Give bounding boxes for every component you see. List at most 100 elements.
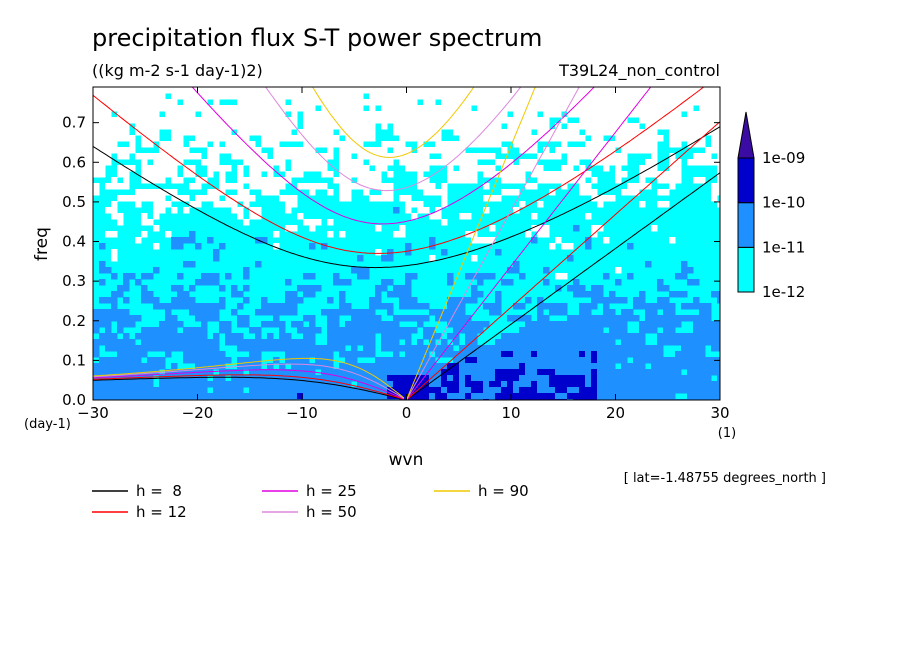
spectrum-cell [399, 363, 406, 370]
spectrum-cell [693, 303, 700, 310]
spectrum-cell [603, 147, 610, 154]
spectrum-cell [459, 135, 466, 142]
spectrum-cell [453, 105, 460, 112]
spectrum-cell [585, 351, 592, 358]
spectrum-cell [609, 87, 616, 94]
inertia-gravity-curve [93, 126, 720, 269]
spectrum-cell [525, 117, 532, 124]
spectrum-cell [657, 279, 664, 286]
spectrum-cell [201, 279, 208, 286]
spectrum-cell [315, 117, 322, 124]
spectrum-cell [339, 129, 346, 136]
spectrum-cell [165, 99, 172, 106]
spectrum-cell [417, 123, 424, 130]
spectrum-cell [273, 87, 280, 94]
spectrum-cell [351, 147, 358, 154]
spectrum-cell [597, 381, 604, 388]
spectrum-cell [447, 351, 454, 358]
spectrum-cell [123, 309, 130, 316]
spectrum-cell [489, 129, 496, 136]
spectrum-cell [531, 93, 538, 100]
spectrum-cell [321, 345, 328, 352]
spectrum-cell [159, 207, 166, 214]
spectrum-cell [195, 303, 202, 310]
spectrum-cell [663, 393, 670, 400]
spectrum-cell [687, 375, 694, 382]
spectrum-cell [687, 363, 694, 370]
spectrum-cell [555, 111, 562, 118]
spectrum-cell [453, 129, 460, 136]
spectrum-cell [207, 351, 214, 358]
spectrum-cell [657, 321, 664, 328]
spectrum-cell [159, 195, 166, 202]
spectrum-cell [345, 87, 352, 94]
spectrum-cell [123, 129, 130, 136]
spectrum-cell [381, 141, 388, 148]
spectrum-cell [519, 363, 526, 370]
spectrum-cell [555, 93, 562, 100]
spectrum-cell [399, 87, 406, 94]
spectrum-cell [429, 99, 436, 106]
spectrum-cell [195, 357, 202, 364]
spectrum-cell [645, 183, 652, 190]
spectrum-cell [471, 123, 478, 130]
spectrum-cell [399, 153, 406, 160]
spectrum-cell [603, 123, 610, 130]
spectrum-cell [411, 393, 418, 400]
spectrum-cell [591, 153, 598, 160]
spectrum-cell [627, 333, 634, 340]
spectrum-cell [567, 255, 574, 262]
spectrum-cell [93, 369, 100, 376]
spectrum-cell [159, 321, 166, 328]
spectrum-cell [705, 327, 712, 334]
spectrum-cell [189, 261, 196, 268]
spectrum-cell [357, 93, 364, 100]
spectrum-cell [711, 189, 718, 196]
spectrum-cell [561, 105, 568, 112]
spectrum-cell [159, 87, 166, 94]
spectrum-cell [393, 393, 400, 400]
spectrum-cell [261, 135, 268, 142]
spectrum-cell [369, 339, 376, 346]
spectrum-cell [345, 123, 352, 130]
spectrum-cell [681, 387, 688, 394]
spectrum-cell [699, 327, 706, 334]
spectrum-cell [681, 267, 688, 274]
spectrum-cell [417, 141, 424, 148]
spectrum-cell [117, 321, 124, 328]
spectrum-cell [597, 87, 604, 94]
spectrum-cell [291, 369, 298, 376]
spectrum-cell [417, 303, 424, 310]
spectrum-cell [639, 117, 646, 124]
spectrum-cell [579, 147, 586, 154]
spectrum-cell [681, 129, 688, 136]
spectrum-cell [591, 363, 598, 370]
spectrum-cell [441, 189, 448, 196]
spectrum-cell [111, 183, 118, 190]
spectrum-cell [465, 357, 472, 364]
spectrum-cell [99, 393, 106, 400]
spectrum-cell [249, 369, 256, 376]
spectrum-cell [573, 339, 580, 346]
spectrum-cell [549, 327, 556, 334]
spectrum-cell [309, 183, 316, 190]
spectrum-cell [477, 375, 484, 382]
spectrum-cell [585, 129, 592, 136]
spectrum-cell [267, 159, 274, 166]
spectrum-cell [609, 387, 616, 394]
spectrum-cell [405, 99, 412, 106]
spectrum-cell [93, 171, 100, 178]
spectrum-cell [627, 123, 634, 130]
spectrum-cell [429, 93, 436, 100]
spectrum-cell [597, 159, 604, 166]
spectrum-cell [261, 177, 268, 184]
spectrum-cell [663, 93, 670, 100]
spectrum-cell [453, 363, 460, 370]
spectrum-cell [285, 375, 292, 382]
spectrum-cell [483, 321, 490, 328]
spectrum-cell [477, 165, 484, 172]
spectrum-cell [351, 135, 358, 142]
spectrum-cell [597, 147, 604, 154]
spectrum-cell [279, 369, 286, 376]
